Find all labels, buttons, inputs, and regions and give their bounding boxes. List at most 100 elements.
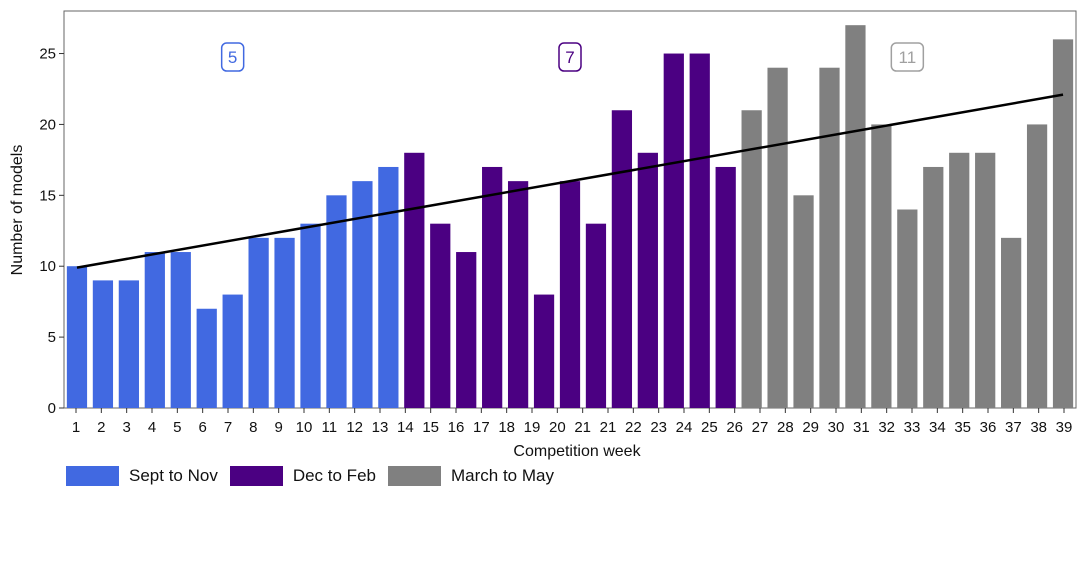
bar-week-3: [118, 280, 139, 408]
bar-week-14: [404, 152, 425, 408]
bar-week-15: [430, 223, 451, 408]
trendline-group: [76, 93, 1064, 269]
bar-week-2: [92, 280, 114, 408]
x-tick-label: 36: [980, 419, 997, 436]
y-axis-title: Number of models: [9, 145, 26, 276]
legend-label-dec-feb: Dec to Feb: [292, 466, 376, 485]
x-tick-label: 22: [625, 419, 642, 436]
bar-week-13: [378, 166, 399, 408]
bar-week-5: [170, 252, 191, 408]
annotation-group: 5 7 11: [220, 42, 925, 72]
annotation-badge-1: [220, 42, 245, 72]
annotation-badge-3: [890, 42, 925, 72]
y-tick-label: 25: [39, 46, 56, 63]
bar-week-12: [352, 181, 373, 408]
legend-label-sept-nov: Sept to Nov: [129, 466, 218, 485]
x-tick-label: 35: [954, 419, 971, 436]
bar-week-20: [559, 181, 581, 408]
bar-week-37: [1001, 237, 1022, 408]
x-tick-label: 5: [173, 419, 181, 436]
x-tick-label: 24: [676, 419, 693, 436]
y-tick-label: 0: [48, 400, 56, 417]
x-tick-label: 21: [600, 419, 617, 436]
annotation-badge-2: [558, 42, 582, 72]
y-axis: 0 5 10 15 20 25: [39, 46, 64, 417]
x-tick-label: 12: [346, 419, 363, 436]
x-tick-label: 25: [701, 419, 718, 436]
bar-week-29: [793, 195, 814, 408]
annotation-badge-text-3: 11: [899, 48, 917, 67]
bar-week-35: [949, 152, 970, 408]
legend-swatch-dec-feb: [229, 466, 283, 486]
x-tick-label: 9: [274, 419, 282, 436]
annotation-badge-text-1: 5: [228, 48, 237, 67]
x-tick-label: 17: [473, 419, 490, 436]
bar-week-9: [274, 237, 295, 408]
x-tick-label: 23: [650, 419, 667, 436]
bar-week-4: [144, 252, 165, 408]
x-tick-label: 30: [828, 419, 845, 436]
bar-week-27: [741, 110, 762, 408]
legend-item-dec-feb: Dec to Feb: [229, 466, 376, 486]
x-tick-label: 33: [904, 419, 921, 436]
x-tick-label: 27: [752, 419, 769, 436]
bar-week-22: [611, 110, 633, 408]
x-tick-label: 26: [726, 419, 743, 436]
bar-week-25: [689, 53, 710, 408]
bar-week-23: [637, 152, 658, 408]
x-tick-label: 20: [549, 419, 566, 436]
legend-item-sept-nov: Sept to Nov: [66, 466, 218, 486]
y-tick-label: 15: [39, 187, 56, 204]
x-tick-label: 4: [148, 419, 156, 436]
legend-label-march-may: March to May: [450, 466, 554, 485]
x-tick-label: 2: [97, 419, 105, 436]
bar-week-24: [663, 53, 684, 408]
bar-week-8: [248, 237, 269, 408]
bar-week-7: [222, 294, 243, 408]
x-tick-label: 3: [122, 419, 130, 436]
x-tick-label: 29: [802, 419, 819, 436]
x-tick-label: 21: [574, 419, 591, 436]
x-tick-label: 18: [498, 419, 515, 436]
bar-week-1: [66, 266, 88, 408]
legend-item-march-may: March to May: [387, 466, 554, 486]
bar-week-10: [300, 223, 321, 408]
x-tick-label: 13: [372, 419, 389, 436]
bar-week-17: [482, 166, 503, 408]
bar-week-31: [845, 25, 866, 409]
x-tick-label: 28: [777, 419, 794, 436]
y-tick-label: 20: [39, 116, 56, 133]
legend-swatch-march-may: [387, 466, 441, 486]
x-tick-label: 1: [72, 419, 80, 436]
x-tick-label: 31: [853, 419, 870, 436]
bar-week-38: [1026, 124, 1048, 409]
x-tick-label: 6: [198, 419, 206, 436]
trendline: [76, 93, 1064, 269]
bar-week-28: [767, 67, 788, 409]
x-tick-label: 7: [224, 419, 232, 436]
x-tick-label: 34: [929, 419, 946, 436]
y-tick-label: 10: [39, 258, 56, 275]
legend: Sept to Nov Dec to Feb March to May: [66, 466, 566, 486]
bar-week-18: [507, 181, 529, 408]
x-tick-label: 11: [322, 419, 338, 436]
bar-week-16: [456, 252, 477, 408]
x-axis-title: Competition week: [513, 443, 641, 460]
bar-week-34: [923, 166, 944, 408]
bar-week-26: [715, 166, 736, 408]
x-tick-label: 15: [422, 419, 439, 436]
y-tick-label: 5: [48, 329, 56, 346]
x-tick-label: 38: [1030, 419, 1047, 436]
x-tick-label: 19: [524, 419, 541, 436]
bar-week-36: [975, 152, 996, 408]
bar-week-6: [196, 308, 217, 408]
x-tick-label: 8: [249, 419, 257, 436]
bar-week-30: [819, 67, 840, 409]
x-axis: 1 2 3 4 5 6 7 8 9 10 11 12 13 14 15 16 17 18 19 20 21 21 22 23 2…: [72, 408, 1073, 436]
bar-week-39: [1052, 39, 1074, 409]
x-tick-label: 39: [1056, 419, 1073, 436]
annotation-badge-text-2: 7: [565, 48, 574, 67]
bars-group: [66, 25, 1074, 409]
x-tick-label: 37: [1005, 419, 1022, 436]
